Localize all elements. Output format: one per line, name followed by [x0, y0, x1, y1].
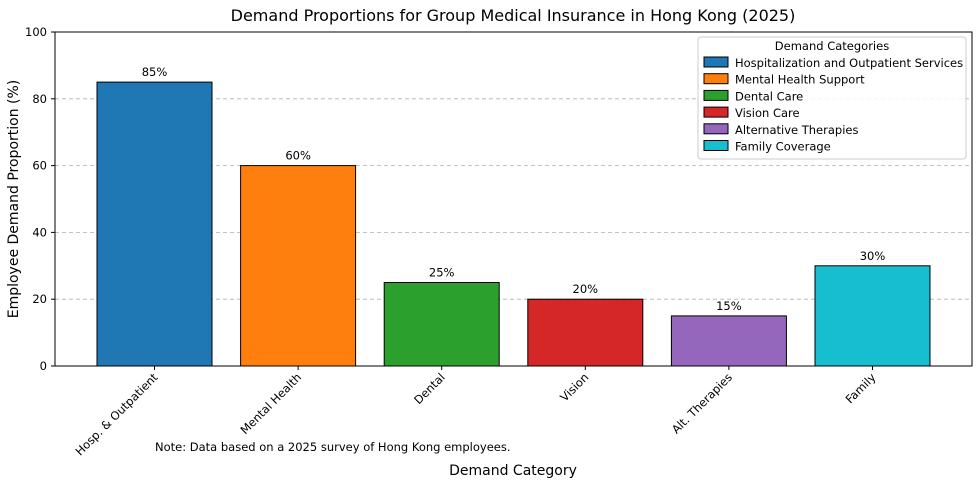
x-tick-label: Vision — [557, 370, 591, 404]
bar-3 — [383, 282, 500, 367]
bar-value-label: 85% — [142, 65, 168, 79]
legend-entry-label: Dental Care — [735, 89, 803, 103]
x-axis-label: Demand Category — [449, 463, 577, 479]
bar-value-label: 30% — [860, 249, 886, 263]
x-tick-label: Hosp. & Outpatient — [72, 370, 161, 459]
bar-value-label: 60% — [285, 149, 311, 163]
legend-swatch — [703, 106, 729, 118]
legend-entry-label: Vision Care — [735, 106, 800, 120]
y-tick-label: 0 — [40, 359, 47, 373]
footnote: Note: Data based on a 2025 survey of Hon… — [155, 440, 511, 454]
legend-swatch — [703, 140, 729, 151]
x-tick-label: Dental — [411, 370, 448, 407]
bars-group — [96, 81, 931, 367]
bar-6 — [814, 265, 931, 367]
x-tick-label: Family — [843, 370, 879, 406]
legend-entry-label: Alternative Therapies — [735, 123, 858, 137]
y-tick-label: 60 — [32, 159, 47, 173]
y-axis-label: Employee Demand Proportion (%) — [6, 80, 22, 319]
legend-swatch — [703, 73, 729, 85]
legend-entry-label: Mental Health Support — [735, 73, 865, 87]
y-axis: 0 20 40 60 80 100 — [25, 25, 55, 373]
plot-frame — [54, 31, 973, 367]
y-tick-label: 40 — [32, 225, 47, 239]
legend-swatch — [703, 123, 729, 135]
legend-entry-label: Family Coverage — [735, 140, 831, 154]
legend-title: Demand Categories — [775, 39, 889, 53]
y-tick-label: 80 — [32, 92, 47, 106]
bar-2 — [240, 165, 357, 367]
legend-entry-label: Hospitalization and Outpatient Services — [735, 56, 963, 70]
chart-title: Demand Proportions for Group Medical Ins… — [231, 6, 796, 25]
x-tick-label: Alt. Therapies — [669, 370, 735, 436]
y-tick-label: 20 — [32, 292, 47, 306]
bar-labels-group: 85% 60% 25% 20% 15% 30% — [142, 65, 886, 313]
legend-swatch — [703, 89, 729, 101]
legend-box — [697, 36, 967, 160]
legend-entries: Hospitalization and Outpatient Services M… — [703, 56, 963, 154]
legend-swatch — [703, 56, 729, 68]
x-tick-label: Mental Health — [237, 370, 304, 437]
bar-4 — [527, 298, 644, 367]
bar-value-label: 20% — [573, 282, 599, 296]
legend: Demand Categories Hospitalization and Ou… — [697, 36, 967, 160]
bar-value-label: 15% — [716, 299, 742, 313]
bar-1 — [96, 81, 213, 367]
bar-5 — [670, 315, 787, 367]
bar-value-label: 25% — [429, 266, 455, 280]
y-tick-label: 100 — [25, 25, 47, 39]
